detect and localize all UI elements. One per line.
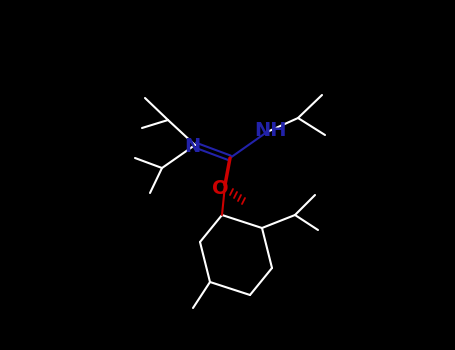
Text: NH: NH bbox=[254, 121, 286, 140]
Text: O: O bbox=[212, 180, 228, 198]
Text: N: N bbox=[184, 136, 200, 155]
